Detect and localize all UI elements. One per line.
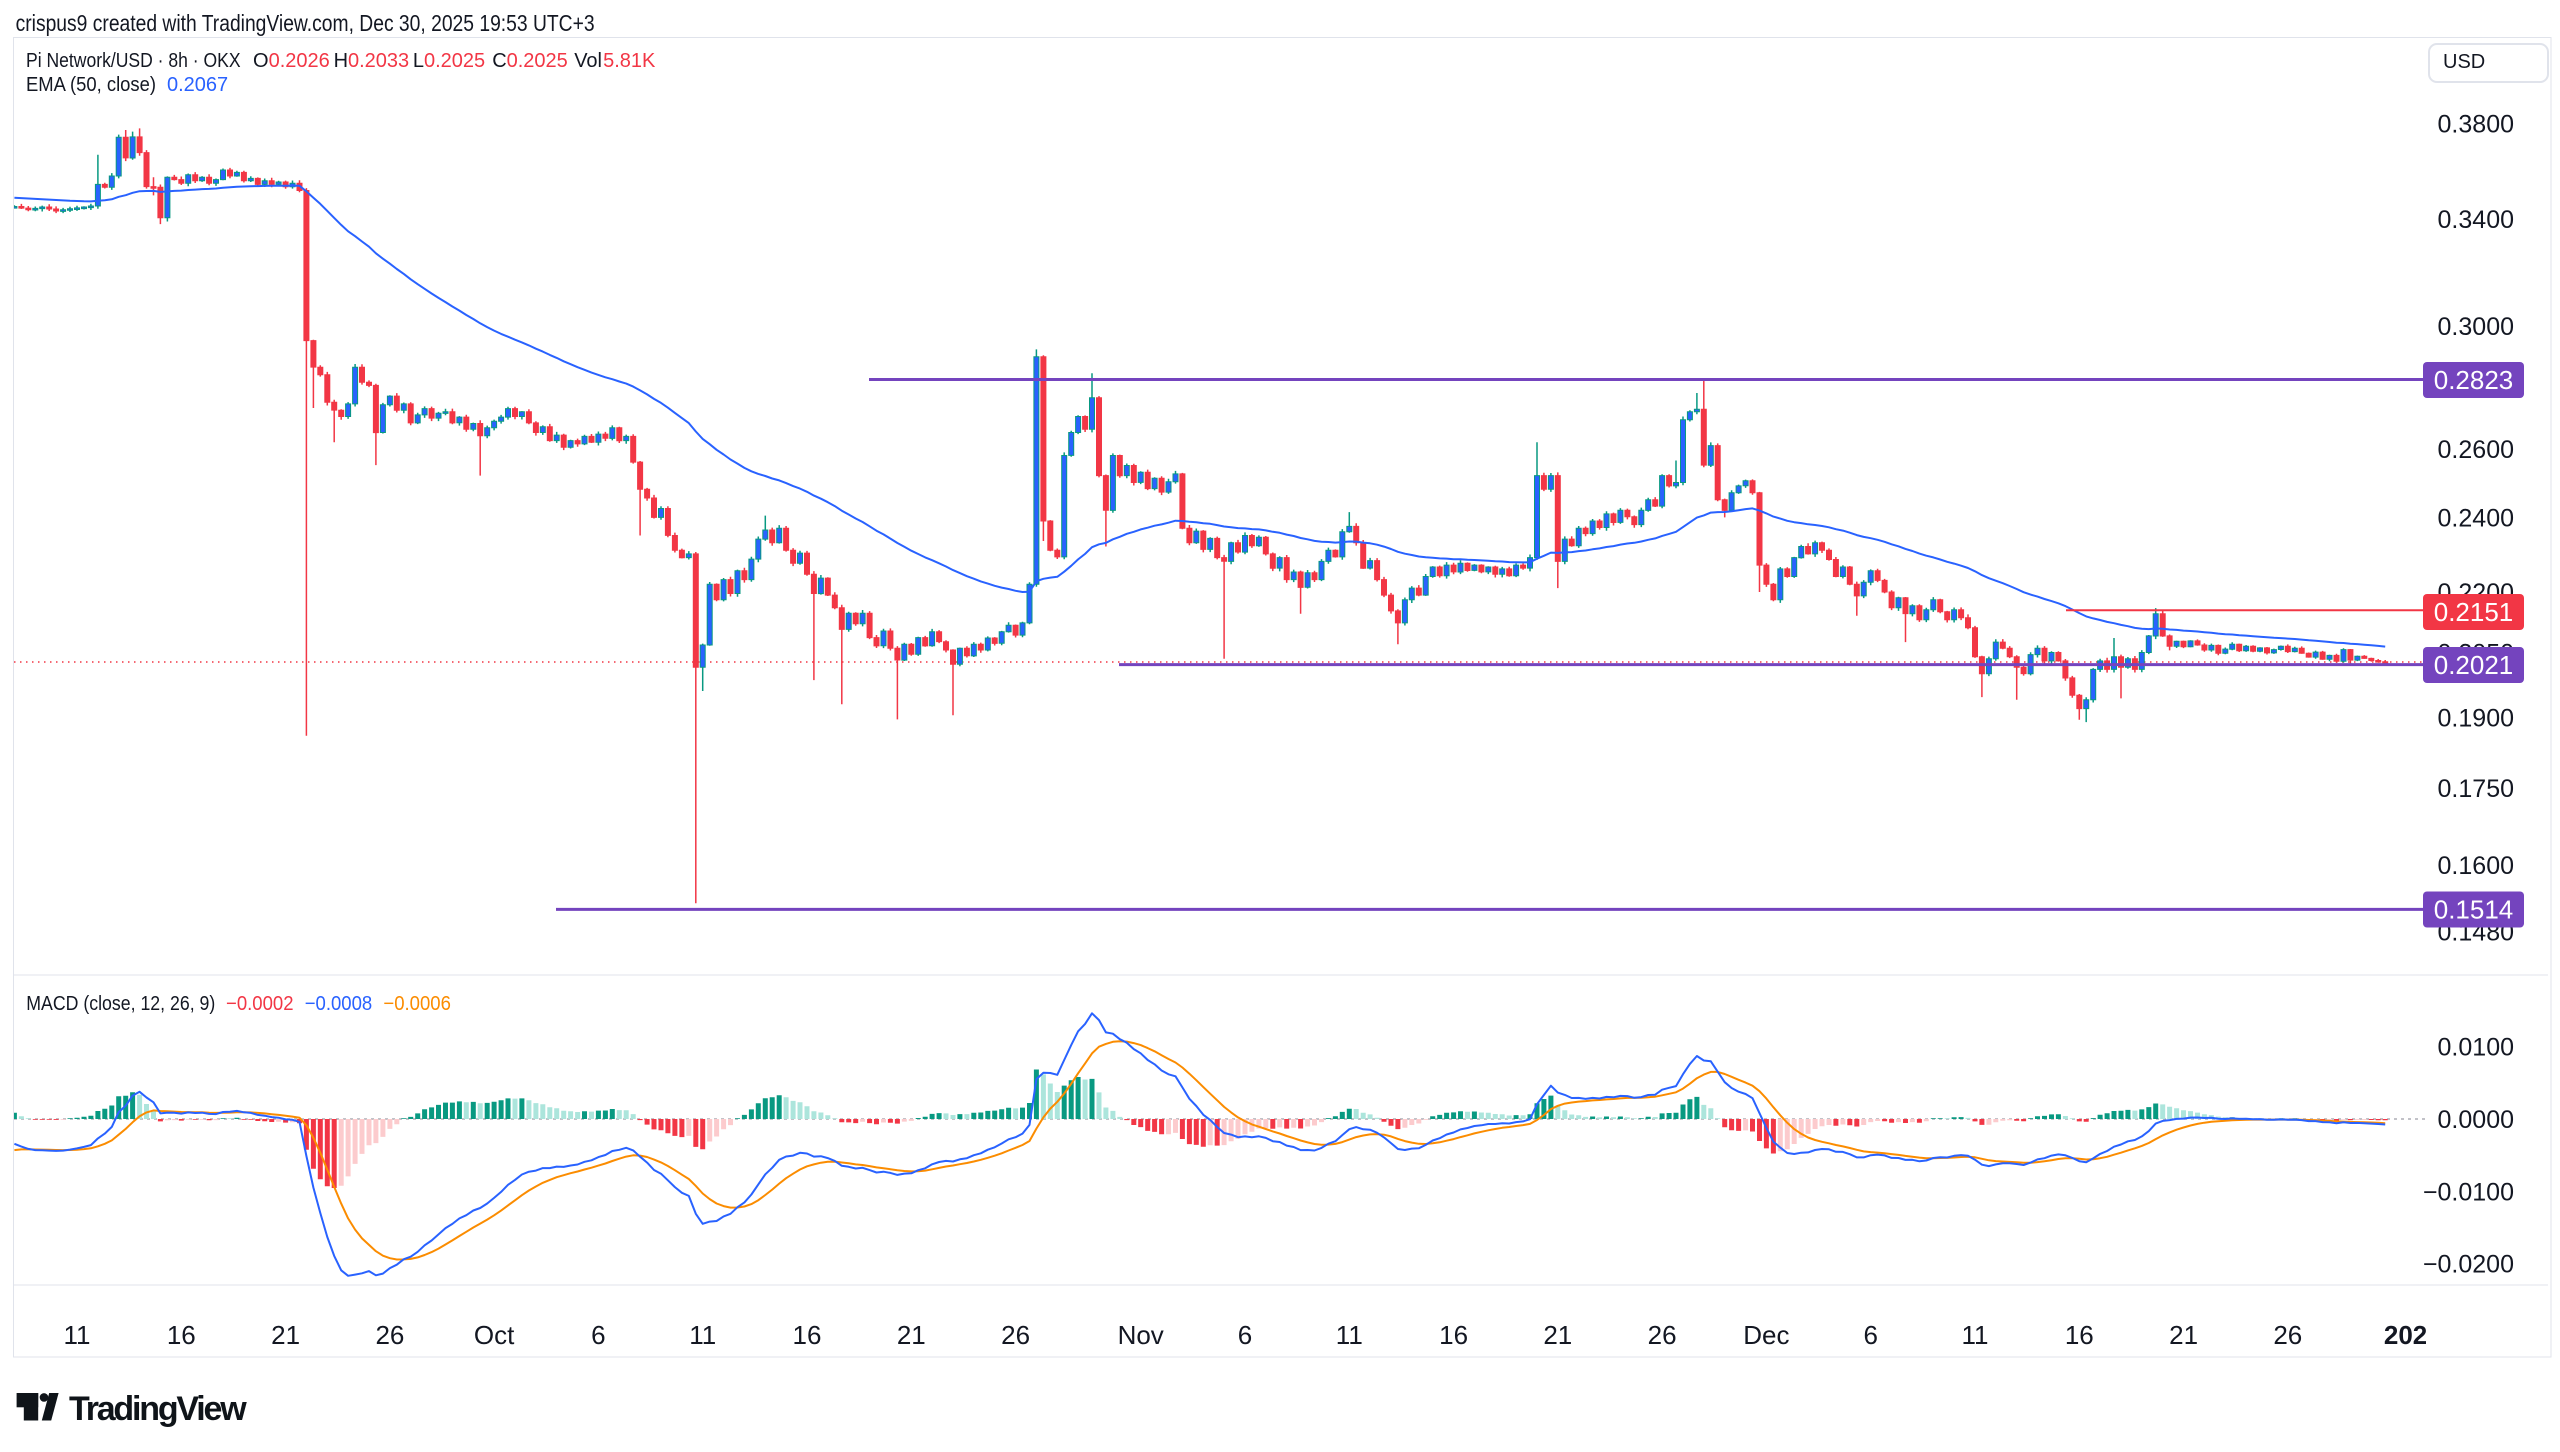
svg-text:0.3800: 0.3800 (2438, 111, 2514, 139)
svg-text:2026: 2026 (2384, 1320, 2442, 1350)
svg-text:11: 11 (1962, 1320, 1989, 1350)
svg-text:6: 6 (1863, 1320, 1877, 1350)
svg-text:21: 21 (897, 1320, 926, 1350)
svg-text:11: 11 (1336, 1320, 1363, 1350)
svg-text:0.2400: 0.2400 (2438, 504, 2514, 532)
svg-text:0.2600: 0.2600 (2438, 436, 2514, 464)
svg-text:0.3400: 0.3400 (2438, 206, 2514, 234)
svg-text:Dec: Dec (1743, 1320, 1789, 1350)
svg-text:6: 6 (591, 1320, 605, 1350)
svg-text:26: 26 (1648, 1320, 1677, 1350)
svg-text:Nov: Nov (1118, 1320, 1164, 1350)
svg-text:Oct: Oct (474, 1320, 515, 1350)
svg-text:21: 21 (2169, 1320, 2198, 1350)
svg-text:16: 16 (793, 1320, 822, 1350)
svg-text:TradingView: TradingView (69, 1390, 247, 1428)
svg-text:11: 11 (689, 1320, 716, 1350)
svg-text:0.1514: 0.1514 (2434, 895, 2514, 925)
svg-text:crispus9 created with TradingV: crispus9 created with TradingView.com, D… (16, 10, 595, 36)
svg-text:16: 16 (167, 1320, 196, 1350)
svg-text:MACD (close, 12, 26, 9)−0.0002: MACD (close, 12, 26, 9) −0.0002 −0.0008 −0.… (26, 993, 451, 1015)
svg-text:26: 26 (1001, 1320, 1030, 1350)
svg-text:0.2021: 0.2021 (2434, 650, 2514, 680)
svg-text:11: 11 (64, 1320, 91, 1350)
svg-text:26: 26 (375, 1320, 404, 1350)
svg-text:0.1750: 0.1750 (2438, 775, 2514, 803)
svg-text:0.2823: 0.2823 (2434, 365, 2514, 395)
svg-text:6: 6 (1238, 1320, 1252, 1350)
svg-text:EMA (50, close)0.2067: EMA (50, close) 0.2067 (26, 74, 228, 96)
svg-text:16: 16 (2065, 1320, 2094, 1350)
svg-text:0.1900: 0.1900 (2438, 705, 2514, 733)
svg-text:0.0100: 0.0100 (2438, 1034, 2514, 1062)
svg-text:21: 21 (1543, 1320, 1572, 1350)
svg-text:0.2151: 0.2151 (2434, 597, 2514, 627)
svg-text:0.0000: 0.0000 (2438, 1106, 2514, 1134)
svg-text:0.1600: 0.1600 (2438, 852, 2514, 880)
svg-text:USD: USD (2443, 51, 2485, 73)
svg-text:26: 26 (2273, 1320, 2302, 1350)
svg-text:21: 21 (271, 1320, 300, 1350)
svg-text:−0.0200: −0.0200 (2423, 1251, 2514, 1279)
svg-text:−0.0100: −0.0100 (2423, 1178, 2514, 1206)
svg-text:16: 16 (1439, 1320, 1468, 1350)
svg-text:0.3000: 0.3000 (2438, 313, 2514, 341)
